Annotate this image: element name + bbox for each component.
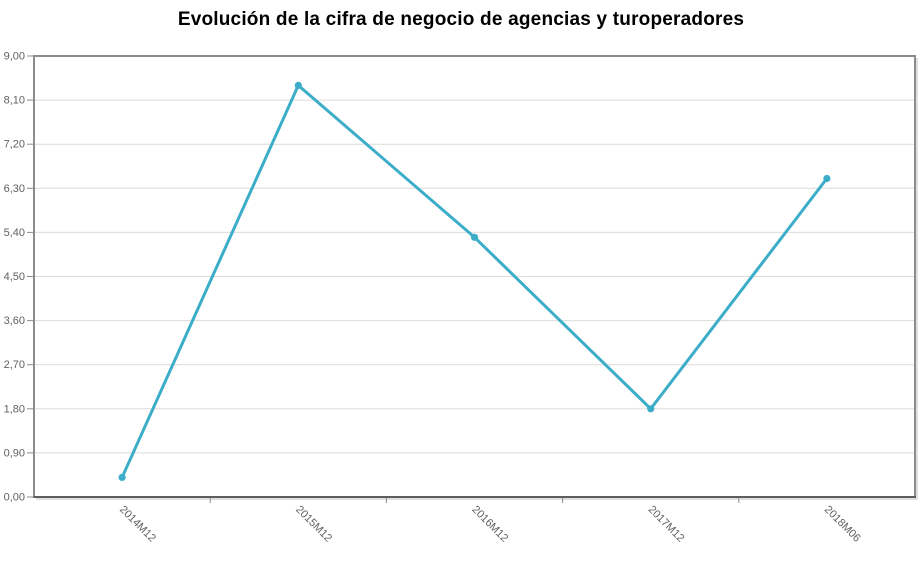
- y-tick-label: 7,20: [4, 139, 25, 151]
- y-tick-label: 9,00: [4, 51, 25, 63]
- y-tick-label: 8,10: [4, 95, 25, 107]
- x-tick-label: 2016M12: [469, 504, 510, 545]
- data-point[interactable]: [470, 233, 479, 241]
- y-tick-label: 4,50: [4, 271, 25, 283]
- y-tick-label: 3,60: [4, 315, 25, 327]
- x-tick-label: 2018M06: [822, 504, 863, 545]
- data-point[interactable]: [647, 405, 655, 413]
- y-tick-label: 0,90: [4, 447, 25, 459]
- chart-title: Evolución de la cifra de negocio de agen…: [177, 9, 745, 30]
- data-point[interactable]: [823, 174, 831, 183]
- x-tick-label: 2017M12: [646, 504, 687, 545]
- x-tick-label: 2015M12: [293, 504, 334, 545]
- y-tick-label: 6,30: [4, 183, 25, 195]
- y-tick-label: 1,80: [4, 403, 25, 415]
- y-tick-label: 2,70: [4, 359, 25, 371]
- x-tick-label: 2014M12: [117, 504, 158, 545]
- data-point[interactable]: [118, 473, 126, 481]
- data-point[interactable]: [294, 81, 302, 89]
- y-tick-label: 5,40: [4, 227, 25, 239]
- y-tick-label: 0,00: [4, 492, 25, 504]
